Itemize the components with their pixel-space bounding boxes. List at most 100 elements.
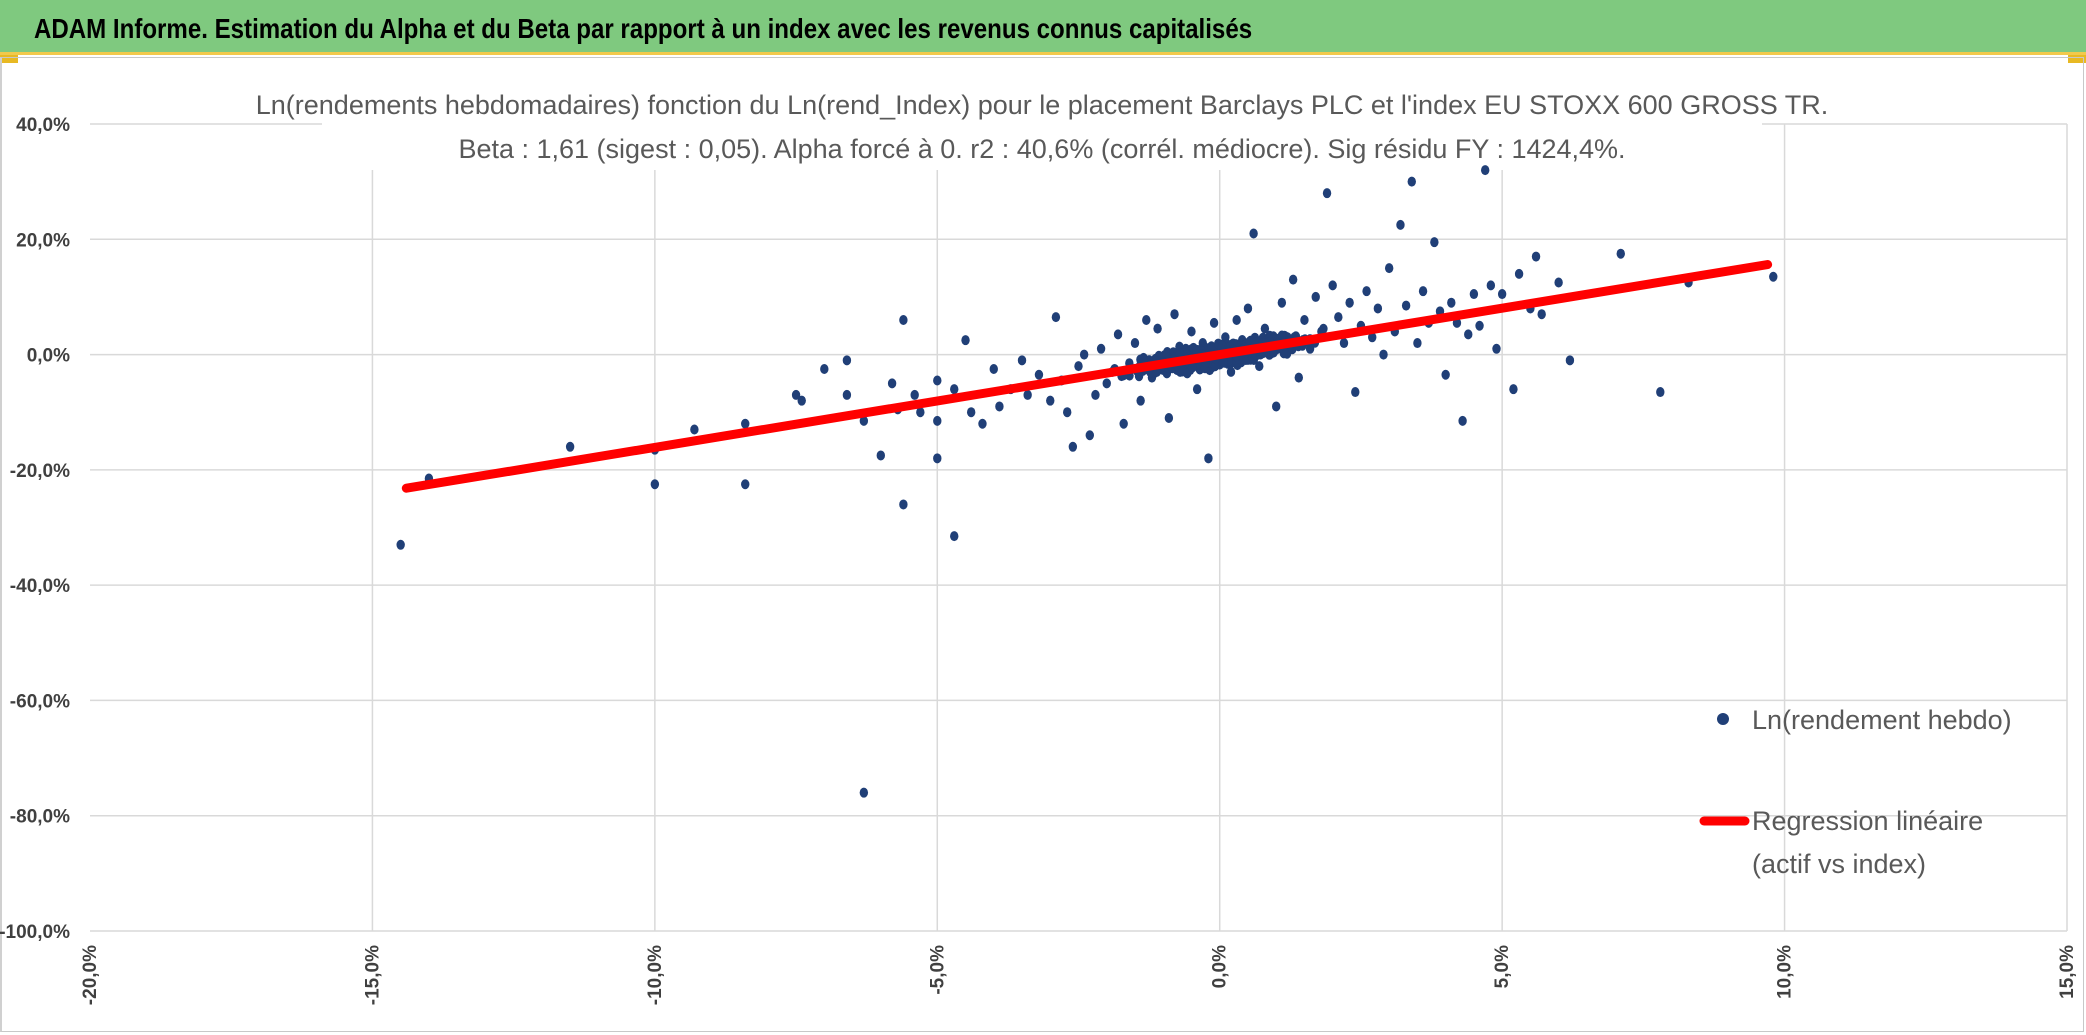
data-point (1079, 349, 1089, 360)
data-point (1514, 268, 1524, 279)
data-point (1362, 286, 1371, 297)
y-tick-label: 40,0% (16, 115, 70, 136)
data-point (1311, 291, 1320, 302)
data-point (1207, 341, 1216, 352)
data-point (989, 363, 998, 374)
data-point (933, 415, 942, 426)
data-point (1170, 309, 1179, 320)
legend-label-line-2: (actif vs index) (1752, 849, 1926, 879)
chart-frame (0, 57, 2084, 1032)
data-point (933, 453, 942, 464)
x-tick-label: -10,0% (645, 945, 666, 1005)
chart-title: Ln(rendements hebdomadaires) fonction du… (256, 90, 1828, 120)
data-point (1219, 356, 1228, 367)
data-point (396, 539, 405, 550)
title-background (322, 86, 1762, 170)
banner-corner-right (2068, 55, 2086, 63)
data-point (1277, 297, 1287, 308)
data-point (1187, 362, 1197, 373)
data-point (650, 479, 660, 490)
data-point (1272, 401, 1281, 412)
data-point (933, 375, 942, 386)
data-point (1492, 343, 1501, 354)
data-point (1368, 332, 1377, 343)
data-point (966, 407, 976, 418)
data-point (1187, 326, 1196, 337)
data-point (1102, 378, 1111, 389)
data-point (1379, 349, 1388, 360)
y-tick-label: -20,0% (10, 461, 70, 482)
data-point (859, 787, 869, 798)
data-point (1023, 389, 1032, 400)
data-point (1458, 415, 1467, 426)
data-point (842, 389, 852, 400)
data-point (961, 335, 970, 346)
data-point (820, 363, 829, 374)
y-axis-ticks: 40,0% 20,0% 0,0% -20,0% -40,0% -60,0% -80,0% -1… (0, 115, 70, 943)
data-point (916, 407, 925, 418)
data-point (1447, 297, 1456, 308)
data-point (1249, 228, 1258, 239)
data-point (1232, 314, 1241, 325)
legend-label-line-1: Regression linéaire (1752, 806, 1983, 836)
data-point (1051, 312, 1061, 323)
x-tick-label: 15,0% (2057, 945, 2078, 999)
x-tick-label: -5,0% (927, 945, 948, 995)
chart-subtitle: Beta : 1,61 (sigest : 0,05). Alpha forcé… (458, 134, 1625, 164)
data-point (741, 479, 750, 490)
data-point (1469, 289, 1479, 300)
data-point (1300, 314, 1309, 325)
report-title: ADAM Informe. Estimation du Alpha et du … (34, 13, 1253, 44)
regression-line-group (401, 260, 1773, 493)
legend: Ln(rendement hebdo) Regression linéaire … (1699, 705, 2012, 879)
data-point (899, 499, 908, 510)
data-point (1091, 389, 1100, 400)
y-tick-label: -80,0% (10, 807, 70, 828)
x-tick-label: -15,0% (362, 945, 383, 1005)
data-point (887, 378, 897, 389)
data-point (1119, 418, 1128, 429)
data-point (876, 450, 885, 461)
data-point (1085, 430, 1094, 441)
data-point (1418, 286, 1428, 297)
data-point (1480, 165, 1490, 176)
data-point (1319, 323, 1328, 334)
x-tick-label: 0,0% (1210, 945, 1231, 988)
data-point (995, 401, 1004, 412)
data-point (842, 355, 852, 366)
data-point (1486, 280, 1496, 291)
data-point (1616, 248, 1625, 259)
data-point (910, 389, 919, 400)
data-point (1209, 317, 1219, 328)
data-point (1277, 330, 1287, 341)
data-point (690, 424, 699, 435)
data-point (1130, 338, 1140, 349)
data-point (1294, 372, 1303, 383)
data-point (1153, 323, 1162, 334)
data-point (1068, 441, 1078, 452)
data-point (1243, 303, 1253, 314)
data-point (950, 531, 959, 542)
data-point (1430, 237, 1439, 248)
y-tick-label: -40,0% (10, 576, 70, 597)
data-point (1046, 395, 1055, 406)
data-point (1136, 395, 1145, 406)
report-banner: ADAM Informe. Estimation du Alpha et du … (0, 0, 2086, 55)
data-point (1113, 329, 1123, 340)
data-point (1322, 188, 1332, 199)
data-point (1074, 361, 1083, 372)
data-point (1345, 297, 1354, 308)
data-point (1373, 303, 1383, 314)
data-point (1475, 320, 1484, 331)
legend-label-scatter: Ln(rendement hebdo) (1752, 705, 2012, 735)
x-tick-label: 5,0% (1492, 945, 1513, 988)
data-point (1226, 366, 1236, 377)
data-point (1260, 323, 1270, 334)
data-point (1339, 338, 1349, 349)
data-point (1334, 312, 1343, 323)
data-point (1384, 263, 1394, 274)
y-tick-label: 20,0% (16, 230, 70, 251)
y-tick-label: -100,0% (0, 922, 70, 943)
data-point (1255, 361, 1264, 372)
